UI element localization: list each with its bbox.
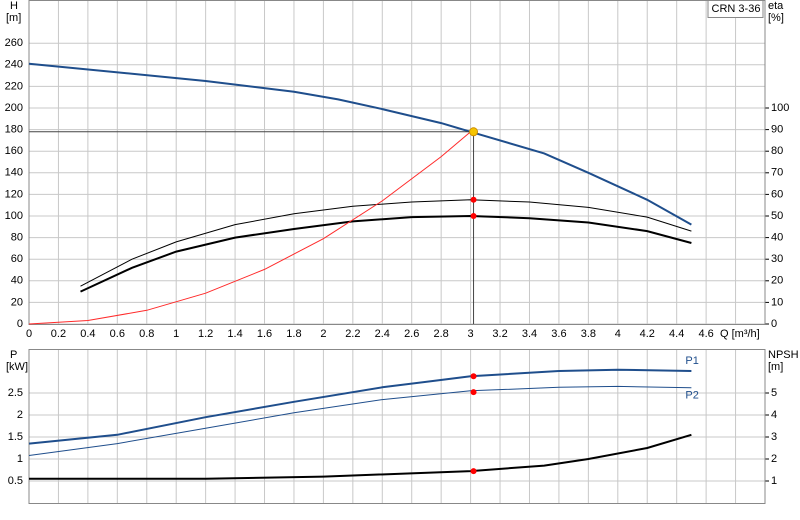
x-tick-label: 2.8 xyxy=(434,328,449,340)
x-tick-label: 0.2 xyxy=(51,328,66,340)
x-tick-label: 0.6 xyxy=(110,328,125,340)
x-tick-label: 3.4 xyxy=(522,328,537,340)
x-tick-label: 0 xyxy=(26,328,32,340)
x-tick-label: 1.6 xyxy=(257,328,272,340)
y-tick-label: 0 xyxy=(17,318,23,330)
y-axis-label: H xyxy=(10,0,18,12)
y2-tick-label: 5 xyxy=(771,387,777,399)
y-tick-label: 220 xyxy=(5,80,23,92)
y2-tick-label: 80 xyxy=(771,145,783,157)
y2-axis-unit: [m] xyxy=(768,361,783,373)
x-tick-label: 1 xyxy=(173,328,179,340)
x-tick-label: 1.2 xyxy=(198,328,213,340)
series-label: P2 xyxy=(685,390,698,402)
y2-tick-label: 4 xyxy=(771,409,777,421)
curve xyxy=(28,131,471,325)
y2-tick-label: 20 xyxy=(771,275,783,287)
series-label: P1 xyxy=(685,355,698,367)
x-tick-label: 4.2 xyxy=(640,328,655,340)
y-tick-label: 160 xyxy=(5,145,23,157)
annotation: CRN 3-36 xyxy=(712,3,761,15)
x-tick-label: 2.2 xyxy=(345,328,360,340)
y-tick-label: 140 xyxy=(5,167,23,179)
operating-point xyxy=(470,468,477,475)
y2-tick-label: 2 xyxy=(771,453,777,465)
y-tick-label: 2 xyxy=(17,409,23,421)
operating-point xyxy=(470,373,477,380)
y-tick-label: 240 xyxy=(5,59,23,71)
y-axis-unit: [m] xyxy=(6,12,21,24)
operating-point xyxy=(470,196,477,203)
x-tick-label: 1.8 xyxy=(286,328,301,340)
plot-frame xyxy=(28,0,766,325)
operating-point xyxy=(470,389,477,396)
curve xyxy=(28,368,692,445)
y-tick-label: 260 xyxy=(5,37,23,49)
y-tick-label: 1 xyxy=(17,453,23,465)
y-tick-label: 60 xyxy=(11,253,23,265)
y2-tick-label: 60 xyxy=(771,188,783,200)
plot-frame xyxy=(28,349,766,504)
x-tick-label: 3 xyxy=(468,328,474,340)
curve xyxy=(80,214,692,293)
x-tick-label: 1.4 xyxy=(227,328,242,340)
y-tick-label: 0.5 xyxy=(8,475,23,487)
x-axis-label: Q [m³/h] xyxy=(720,328,760,340)
x-tick-label: 2.6 xyxy=(404,328,419,340)
y2-tick-label: 40 xyxy=(771,232,783,244)
y2-axis-label: NPSH xyxy=(768,349,799,361)
y2-tick-label: 10 xyxy=(771,296,783,308)
curve xyxy=(28,385,692,456)
x-tick-label: 3.2 xyxy=(492,328,507,340)
x-tick-label: 2.4 xyxy=(375,328,390,340)
y2-tick-label: 100 xyxy=(771,102,789,114)
y-tick-label: 200 xyxy=(5,102,23,114)
y2-tick-label: 50 xyxy=(771,210,783,222)
x-tick-label: 0.4 xyxy=(80,328,95,340)
y-tick-label: 80 xyxy=(11,232,23,244)
y-tick-label: 20 xyxy=(11,296,23,308)
x-tick-label: 3.8 xyxy=(581,328,596,340)
x-tick-label: 0.8 xyxy=(139,328,154,340)
y-tick-label: 120 xyxy=(5,188,23,200)
y2-axis-label: eta xyxy=(768,0,784,12)
y-tick-label: 100 xyxy=(5,210,23,222)
y-tick-label: 2.5 xyxy=(8,387,23,399)
y2-tick-label: 30 xyxy=(771,253,783,265)
annotation-box xyxy=(707,0,764,18)
curve xyxy=(29,433,692,480)
operating-point xyxy=(470,213,477,219)
y-axis-label: P xyxy=(10,349,17,361)
y-tick-label: 1.5 xyxy=(8,431,23,443)
x-tick-label: 2 xyxy=(320,328,326,340)
x-tick-label: 4.4 xyxy=(669,328,684,340)
operating-point xyxy=(469,127,479,137)
y2-tick-label: 0 xyxy=(771,318,777,330)
y-tick-label: 180 xyxy=(5,124,23,136)
x-tick-label: 4.6 xyxy=(698,328,713,340)
y2-tick-label: 90 xyxy=(771,124,783,136)
y2-axis-unit: [%] xyxy=(768,12,784,24)
x-tick-label: 4 xyxy=(615,328,621,340)
y2-tick-label: 3 xyxy=(771,431,777,443)
y2-tick-label: 1 xyxy=(771,475,777,487)
y-axis-unit: [kW] xyxy=(6,361,28,373)
curve xyxy=(80,199,692,287)
curve xyxy=(28,62,692,226)
y-tick-label: 40 xyxy=(11,275,23,287)
x-tick-label: 3.6 xyxy=(551,328,566,340)
y2-tick-label: 70 xyxy=(771,167,783,179)
